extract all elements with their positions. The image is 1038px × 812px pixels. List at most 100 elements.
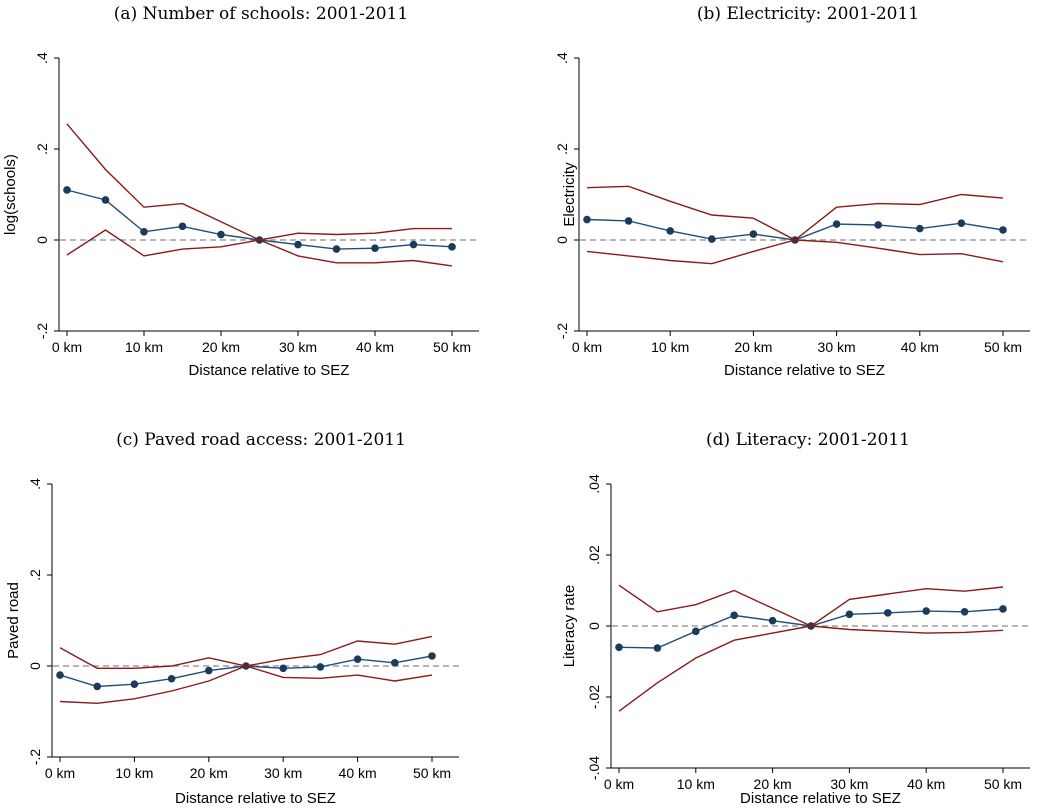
- estimate-point: [217, 230, 225, 239]
- estimate-point: [448, 243, 456, 251]
- estimate-point: [316, 663, 325, 671]
- ci-upper-line: [66, 123, 452, 241]
- estimate-point: [205, 666, 213, 675]
- x-tick-label: 40 km: [901, 339, 939, 355]
- estimate-point: [178, 222, 187, 231]
- estimate-point: [371, 244, 379, 252]
- y-tick-label: .2: [554, 143, 570, 155]
- x-tick-label: 10 km: [125, 339, 163, 355]
- ci-lower-line: [66, 229, 453, 267]
- x-tick-label: 40 km: [907, 776, 945, 792]
- ci-lower-line: [59, 665, 433, 705]
- estimate-point: [845, 610, 854, 619]
- estimate-point: [101, 196, 110, 204]
- y-tick-label: -.2: [554, 323, 570, 340]
- panel-title: (c) Paved road access: 2001-2011: [116, 430, 406, 450]
- y-tick-label: .02: [586, 545, 602, 565]
- estimate-point: [130, 680, 139, 688]
- x-tick-label: 50 km: [984, 339, 1022, 355]
- estimate-point: [391, 659, 399, 667]
- estimate-point: [428, 652, 436, 660]
- estimate-point: [332, 245, 341, 253]
- x-tick-label: 10 km: [677, 776, 715, 792]
- estimate-point: [730, 611, 738, 620]
- estimate-point: [167, 674, 176, 683]
- estimate-point: [140, 228, 148, 236]
- estimate-point: [832, 220, 841, 228]
- y-axis-label: Paved road: [5, 582, 22, 659]
- estimate-point: [999, 605, 1007, 613]
- panel-d: (d) Literacy: 2001-2011 -.04 -.02 0 .02 .04 0 …: [561, 430, 1030, 807]
- x-tick-label: 20 km: [734, 339, 772, 355]
- x-tick-label: 30 km: [279, 339, 317, 355]
- panel-b: (b) Electricity: 2001-2011 -.2 0 .2 .4 0 km 10…: [554, 4, 1030, 379]
- axes: [51, 484, 459, 758]
- estimate-point: [708, 235, 716, 243]
- estimate-point: [666, 227, 674, 235]
- y-tick-label: .2: [34, 143, 50, 155]
- y-tick-label: 0: [34, 236, 50, 244]
- y-tick-label: .4: [34, 52, 50, 64]
- x-tick-label: 50 km: [984, 776, 1022, 792]
- y-tick-label: -.04: [586, 756, 602, 780]
- estimate-point: [615, 643, 623, 652]
- x-tick-label: 10 km: [115, 765, 153, 781]
- y-tick-label: 0: [586, 622, 602, 630]
- estimate-point: [653, 644, 662, 652]
- x-tick-label: 30 km: [818, 339, 856, 355]
- estimate-point: [957, 219, 966, 227]
- estimate-point: [692, 627, 700, 636]
- x-axis-label: Distance relative to SEZ: [175, 790, 336, 807]
- y-tick-label: -.02: [586, 685, 602, 709]
- estimate-point: [353, 655, 362, 663]
- estimate-point: [624, 217, 633, 225]
- y-tick-label: .2: [27, 569, 43, 581]
- estimate-point: [999, 226, 1007, 234]
- estimate-point: [409, 240, 418, 249]
- x-tick-label: 0 km: [45, 765, 75, 781]
- ci-lower-line: [618, 625, 1004, 712]
- estimate-point: [63, 186, 71, 194]
- ci-upper-line: [618, 584, 1004, 627]
- panel-title: (a) Number of schools: 2001-2011: [114, 4, 408, 24]
- y-tick-label: 0: [554, 236, 570, 244]
- x-axis-label: Distance relative to SEZ: [189, 362, 350, 379]
- estimate-point: [279, 664, 288, 673]
- estimate-point: [960, 608, 969, 616]
- estimate-point: [916, 224, 924, 233]
- estimate-point: [874, 221, 882, 229]
- x-tick-label: 0 km: [604, 776, 634, 792]
- x-tick-label: 20 km: [190, 765, 228, 781]
- panel-c: (c) Paved road access: 2001-2011 -.2 0 .2 .4…: [5, 430, 459, 807]
- estimate-point: [768, 616, 777, 625]
- panel-a: (a) Number of schools: 2001-2011 -.2 0 .2 .4…: [2, 4, 479, 379]
- y-axis-label: log(schools): [2, 154, 19, 235]
- x-tick-label: 0 km: [572, 339, 602, 355]
- ci-lower-line: [586, 239, 1004, 265]
- x-tick-label: 50 km: [413, 765, 451, 781]
- x-axis-label: Distance relative to SEZ: [740, 790, 901, 807]
- y-axis-label: Literacy rate: [561, 585, 578, 668]
- ci-upper-line: [586, 185, 1004, 241]
- estimate-point: [294, 240, 302, 249]
- estimate-point: [583, 215, 591, 224]
- panel-title: (d) Literacy: 2001-2011: [706, 430, 910, 450]
- y-tick-label: .4: [27, 478, 43, 490]
- y-tick-label: 0: [27, 662, 43, 670]
- y-tick-label: .4: [554, 52, 570, 64]
- estimate-point: [749, 230, 758, 238]
- y-tick-label: -.2: [27, 749, 43, 766]
- x-tick-label: 30 km: [264, 765, 302, 781]
- x-tick-label: 40 km: [339, 765, 377, 781]
- estimate-point: [884, 609, 892, 617]
- x-tick-label: 10 km: [651, 339, 689, 355]
- panel-title: (b) Electricity: 2001-2011: [697, 4, 919, 24]
- y-axis-label: Electricity: [561, 162, 578, 227]
- estimate-point: [56, 671, 64, 679]
- x-tick-label: 40 km: [356, 339, 394, 355]
- estimate-line: [59, 655, 433, 688]
- x-tick-label: 20 km: [754, 776, 792, 792]
- x-tick-label: 20 km: [202, 339, 240, 355]
- x-tick-label: 30 km: [830, 776, 868, 792]
